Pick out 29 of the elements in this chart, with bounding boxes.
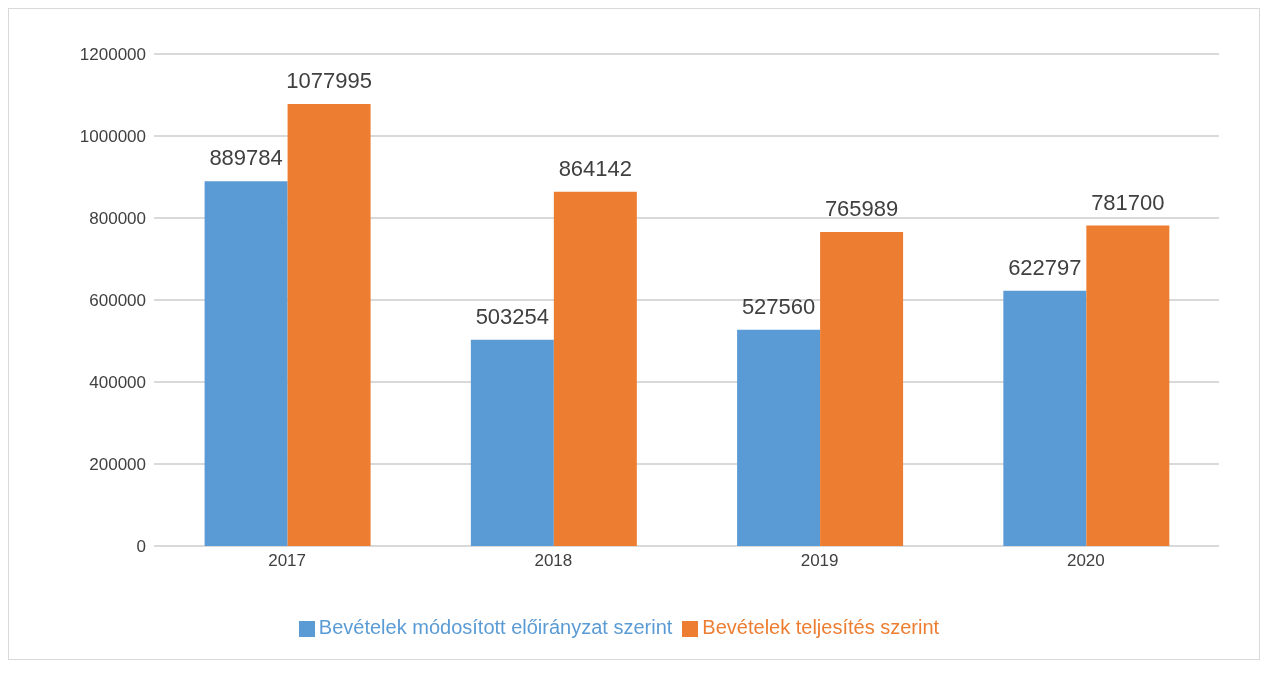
x-tick-label: 2019 — [800, 551, 839, 571]
data-label: 622797 — [1008, 254, 1082, 280]
x-tick-label: 2018 — [534, 551, 573, 571]
bar — [470, 339, 554, 546]
x-tick-label: 2017 — [268, 551, 307, 571]
bar — [204, 181, 288, 546]
bar — [820, 231, 904, 546]
bar — [287, 104, 371, 546]
y-tick-label: 1200000 — [79, 45, 146, 65]
data-label: 503254 — [475, 303, 550, 329]
y-tick-label: 0 — [136, 537, 146, 557]
data-label: 527560 — [741, 293, 816, 319]
data-label: 1077995 — [286, 68, 372, 94]
data-label: 781700 — [1091, 189, 1165, 215]
y-tick-label: 800000 — [89, 209, 146, 229]
legend-label: Bevételek teljesítés szerint — [702, 616, 940, 638]
data-label: 765989 — [824, 195, 899, 221]
bar — [553, 191, 637, 546]
bar — [1086, 225, 1170, 546]
legend-label: Bevételek módosított előirányzat szerint — [318, 616, 673, 638]
x-tick-label: 2020 — [1066, 551, 1105, 571]
y-tick-label: 600000 — [89, 291, 146, 311]
bar — [1003, 290, 1087, 546]
y-tick-label: 400000 — [89, 373, 146, 393]
data-label: 889784 — [209, 145, 283, 171]
y-tick-label: 1000000 — [79, 127, 146, 147]
y-tick-label: 200000 — [89, 455, 146, 475]
bar — [737, 329, 821, 546]
data-label: 864142 — [558, 155, 633, 181]
